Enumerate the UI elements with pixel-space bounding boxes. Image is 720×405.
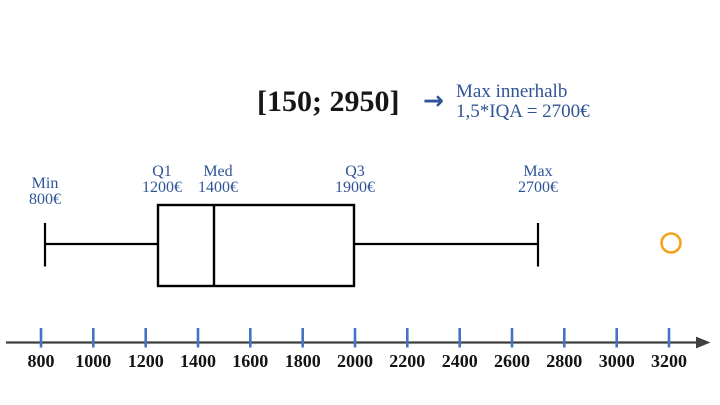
stat-label-q1: Q1 1200€ xyxy=(142,164,182,195)
right-arrow-icon: → xyxy=(423,86,444,115)
iqr-box xyxy=(156,203,356,288)
stat-label-min: Min 800€ xyxy=(29,176,61,207)
note-line-2: 1,5*IQA = 2700€ xyxy=(456,101,590,122)
stat-value: 2700€ xyxy=(518,178,558,196)
tick-label-1000: 1000 xyxy=(75,351,112,371)
stat-label-med: Med 1400€ xyxy=(198,164,238,195)
stat-value: 800€ xyxy=(29,190,61,208)
max-within-note: Max innerhalb 1,5*IQA = 2700€ xyxy=(456,82,590,122)
stat-name: Max xyxy=(523,163,553,180)
stat-name: Min xyxy=(31,175,59,192)
tick-label-2200: 2200 xyxy=(389,351,426,371)
stat-name: Q3 xyxy=(345,163,365,180)
tick-label-2600: 2600 xyxy=(494,351,530,371)
stat-name: Med xyxy=(203,163,233,180)
stat-value: 1200€ xyxy=(142,178,182,196)
stat-value: 1900€ xyxy=(335,178,375,196)
tick-label-1800: 1800 xyxy=(284,351,321,371)
stat-name: Q1 xyxy=(152,163,172,180)
tick-label-1400: 1400 xyxy=(180,351,216,371)
stat-label-max: Max 2700€ xyxy=(518,164,558,195)
tick-label-1200: 1200 xyxy=(127,351,164,371)
tick-label-3200: 3200 xyxy=(651,351,687,371)
tick-label-2000: 2000 xyxy=(337,351,373,371)
note-line-1: Max innerhalb xyxy=(456,81,568,102)
stat-value: 1400€ xyxy=(198,178,238,196)
tick-label-2400: 2400 xyxy=(441,351,478,371)
tick-label-3000: 3000 xyxy=(598,351,635,371)
tick-label-2800: 2800 xyxy=(546,351,583,371)
axis-arrowhead-icon xyxy=(696,336,711,349)
stat-label-q3: Q3 1900€ xyxy=(335,164,375,195)
interval-title: [150; 2950] xyxy=(257,85,400,118)
tick-label-1600: 1600 xyxy=(232,351,269,371)
outlier-point xyxy=(660,232,682,254)
tick-label-800: 800 xyxy=(27,351,55,371)
